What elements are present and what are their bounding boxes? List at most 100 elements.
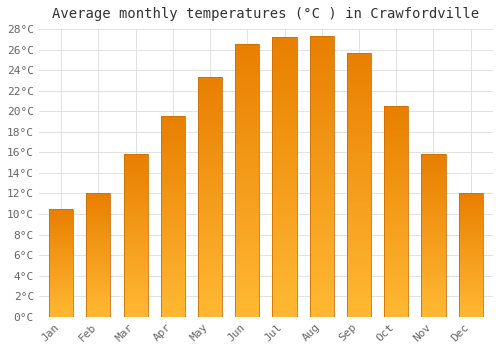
Bar xyxy=(124,234,148,236)
Bar xyxy=(235,99,260,102)
Bar xyxy=(272,239,296,241)
Bar xyxy=(198,266,222,269)
Bar xyxy=(49,221,73,222)
Bar xyxy=(384,209,408,211)
Bar xyxy=(160,301,185,303)
Bar xyxy=(49,313,73,314)
Bar xyxy=(160,215,185,217)
Bar xyxy=(347,288,371,290)
Bar xyxy=(198,279,222,281)
Bar xyxy=(235,202,260,205)
Bar xyxy=(310,115,334,118)
Bar xyxy=(347,124,371,127)
Bar xyxy=(124,283,148,284)
Bar xyxy=(310,67,334,70)
Bar xyxy=(422,294,446,296)
Bar xyxy=(86,257,110,258)
Bar xyxy=(384,313,408,315)
Bar xyxy=(198,97,222,99)
Bar xyxy=(49,290,73,291)
Bar xyxy=(347,108,371,111)
Bar xyxy=(458,290,483,291)
Bar xyxy=(124,263,148,265)
Bar xyxy=(310,101,334,104)
Bar xyxy=(422,200,446,202)
Bar xyxy=(198,161,222,163)
Bar xyxy=(272,233,296,236)
Bar xyxy=(198,185,222,188)
Bar xyxy=(124,245,148,247)
Bar xyxy=(272,211,296,214)
Bar xyxy=(160,233,185,234)
Bar xyxy=(458,225,483,227)
Bar xyxy=(235,173,260,175)
Bar xyxy=(160,201,185,203)
Bar xyxy=(422,158,446,159)
Bar xyxy=(198,128,222,130)
Bar xyxy=(198,156,222,159)
Bar xyxy=(384,260,408,262)
Bar xyxy=(235,189,260,191)
Bar xyxy=(458,280,483,281)
Bar xyxy=(347,309,371,312)
Bar xyxy=(272,308,296,311)
Bar xyxy=(124,167,148,169)
Bar xyxy=(272,71,296,74)
Bar xyxy=(422,310,446,312)
Bar xyxy=(458,207,483,208)
Bar xyxy=(124,289,148,291)
Bar xyxy=(49,240,73,241)
Bar xyxy=(49,227,73,228)
Bar xyxy=(384,232,408,234)
Bar xyxy=(198,104,222,106)
Bar xyxy=(124,182,148,184)
Bar xyxy=(86,194,110,195)
Bar xyxy=(49,316,73,317)
Bar xyxy=(49,242,73,244)
Bar xyxy=(124,252,148,253)
Bar xyxy=(198,80,222,82)
Bar xyxy=(49,219,73,220)
Bar xyxy=(198,190,222,192)
Bar xyxy=(160,122,185,124)
Bar xyxy=(86,208,110,210)
Bar xyxy=(458,239,483,240)
Bar xyxy=(384,195,408,197)
Bar xyxy=(458,198,483,200)
Bar xyxy=(272,144,296,146)
Bar xyxy=(458,219,483,220)
Bar xyxy=(347,140,371,142)
Bar xyxy=(86,194,110,317)
Bar xyxy=(198,116,222,118)
Bar xyxy=(124,278,148,279)
Bar xyxy=(458,249,483,250)
Bar xyxy=(198,178,222,180)
Bar xyxy=(198,238,222,240)
Bar xyxy=(235,113,260,115)
Bar xyxy=(49,298,73,299)
Bar xyxy=(422,271,446,273)
Bar xyxy=(384,186,408,188)
Bar xyxy=(86,281,110,282)
Bar xyxy=(272,172,296,174)
Bar xyxy=(310,208,334,210)
Bar xyxy=(49,236,73,237)
Bar xyxy=(347,232,371,235)
Bar xyxy=(272,107,296,110)
Bar xyxy=(458,266,483,267)
Bar xyxy=(347,90,371,92)
Bar xyxy=(458,298,483,300)
Bar xyxy=(422,161,446,162)
Bar xyxy=(458,262,483,264)
Bar xyxy=(235,235,260,238)
Bar xyxy=(347,98,371,100)
Bar xyxy=(124,304,148,306)
Bar xyxy=(235,142,260,145)
Bar xyxy=(272,216,296,219)
Bar xyxy=(235,211,260,213)
Bar xyxy=(272,99,296,101)
Bar xyxy=(310,78,334,81)
Bar xyxy=(86,282,110,284)
Bar xyxy=(422,279,446,281)
Bar xyxy=(347,314,371,317)
